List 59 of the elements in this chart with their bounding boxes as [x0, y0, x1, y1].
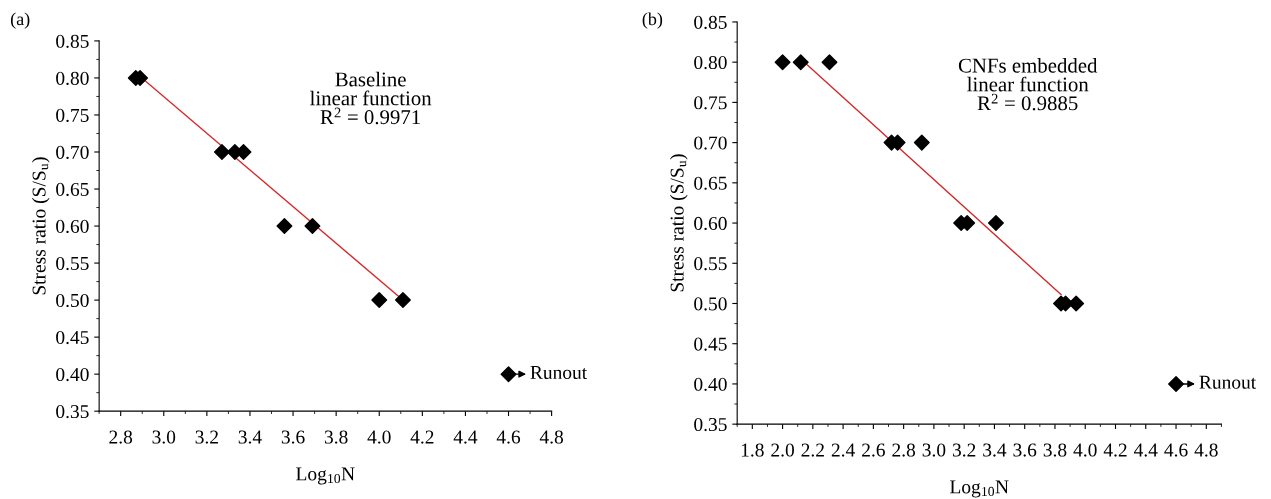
x-tick-label: 3.4: [983, 443, 1007, 457]
x-tick-label: 3.2: [952, 443, 976, 457]
x-tick-label: 4.8: [1194, 443, 1218, 457]
x-tick-label: 2.8: [892, 443, 916, 457]
x-tick-label: 4.0: [367, 430, 391, 444]
y-tick-label: 0.60: [694, 216, 727, 231]
x-tick-label: 4.8: [539, 430, 564, 444]
x-tick-label: 2.8: [109, 430, 133, 444]
x-axis-title: Log$_{10}$N: [296, 467, 355, 485]
y-tick-label: 0.50: [694, 297, 727, 311]
y-tick-label: 0.65: [694, 176, 727, 190]
x-tick-label: 2.2: [801, 443, 824, 457]
y-tick-label: 0.35: [694, 417, 727, 432]
text: (b): [642, 12, 663, 29]
x-tick-label: 3.8: [1043, 443, 1067, 457]
x-tick-label: 3.0: [922, 443, 946, 457]
y-axis-title: Stress ratio (S/S$_{u}$): [31, 157, 50, 295]
legend-label: Runout: [530, 366, 588, 380]
legend-label: Runout: [1199, 375, 1257, 389]
x-tick-label: 2.0: [771, 443, 794, 457]
y-tick-label: 0.55: [56, 256, 89, 271]
x-tick-label: 3.4: [238, 430, 262, 444]
y-tick-label: 0.65: [56, 182, 89, 197]
y-tick-label: 0.55: [694, 257, 727, 271]
x-tick-label: 4.2: [1103, 443, 1127, 457]
y-tick-label: 0.40: [56, 367, 89, 382]
y-tick-label: 0.80: [694, 55, 727, 70]
x-tick-label: 3.6: [1013, 443, 1037, 457]
x-tick-label: 3.8: [324, 430, 348, 444]
y-tick-label: 0.35: [56, 404, 89, 419]
x-tick-label: 1.8: [741, 443, 764, 457]
y-tick-label: 0.70: [694, 136, 727, 150]
annotation: Baseline linear function R$^{2}$ = 0.9971: [310, 71, 432, 125]
x-tick-label: 2.4: [831, 443, 855, 457]
y-tick-label: 0.45: [694, 337, 727, 351]
y-tick-label: 0.50: [56, 293, 89, 308]
y-tick-label: 0.40: [694, 377, 727, 391]
y-tick-label: 0.80: [56, 71, 89, 85]
x-tick-label: 4.4: [1133, 443, 1158, 457]
x-axis-title: Log$_{10}$N: [950, 480, 1009, 498]
y-tick-label: 0.85: [694, 15, 727, 29]
x-tick-label: 4.4: [453, 430, 478, 444]
y-tick-label: 0.45: [56, 330, 89, 345]
y-tick-label: 0.60: [56, 219, 89, 234]
annotation: CNFs embedded linear function R$^{2}$ = 0.9885: [958, 57, 1098, 111]
y-axis-title: Stress ratio (S/S$_{u}$): [669, 154, 688, 292]
y-tick-label: 0.75: [694, 96, 727, 110]
x-tick-label: 4.6: [496, 430, 521, 444]
text: (a): [10, 12, 30, 29]
x-tick-label: 2.6: [862, 443, 885, 457]
x-tick-label: 3.6: [281, 430, 305, 444]
x-tick-label: 3.2: [195, 430, 218, 444]
y-tick-label: 0.70: [56, 145, 89, 160]
y-tick-label: 0.85: [56, 34, 89, 48]
x-tick-label: 4.2: [410, 430, 434, 444]
x-tick-label: 3.0: [152, 430, 176, 444]
y-tick-label: 0.75: [56, 108, 89, 122]
x-tick-label: 4.0: [1073, 443, 1097, 457]
x-tick-label: 4.6: [1164, 443, 1188, 457]
